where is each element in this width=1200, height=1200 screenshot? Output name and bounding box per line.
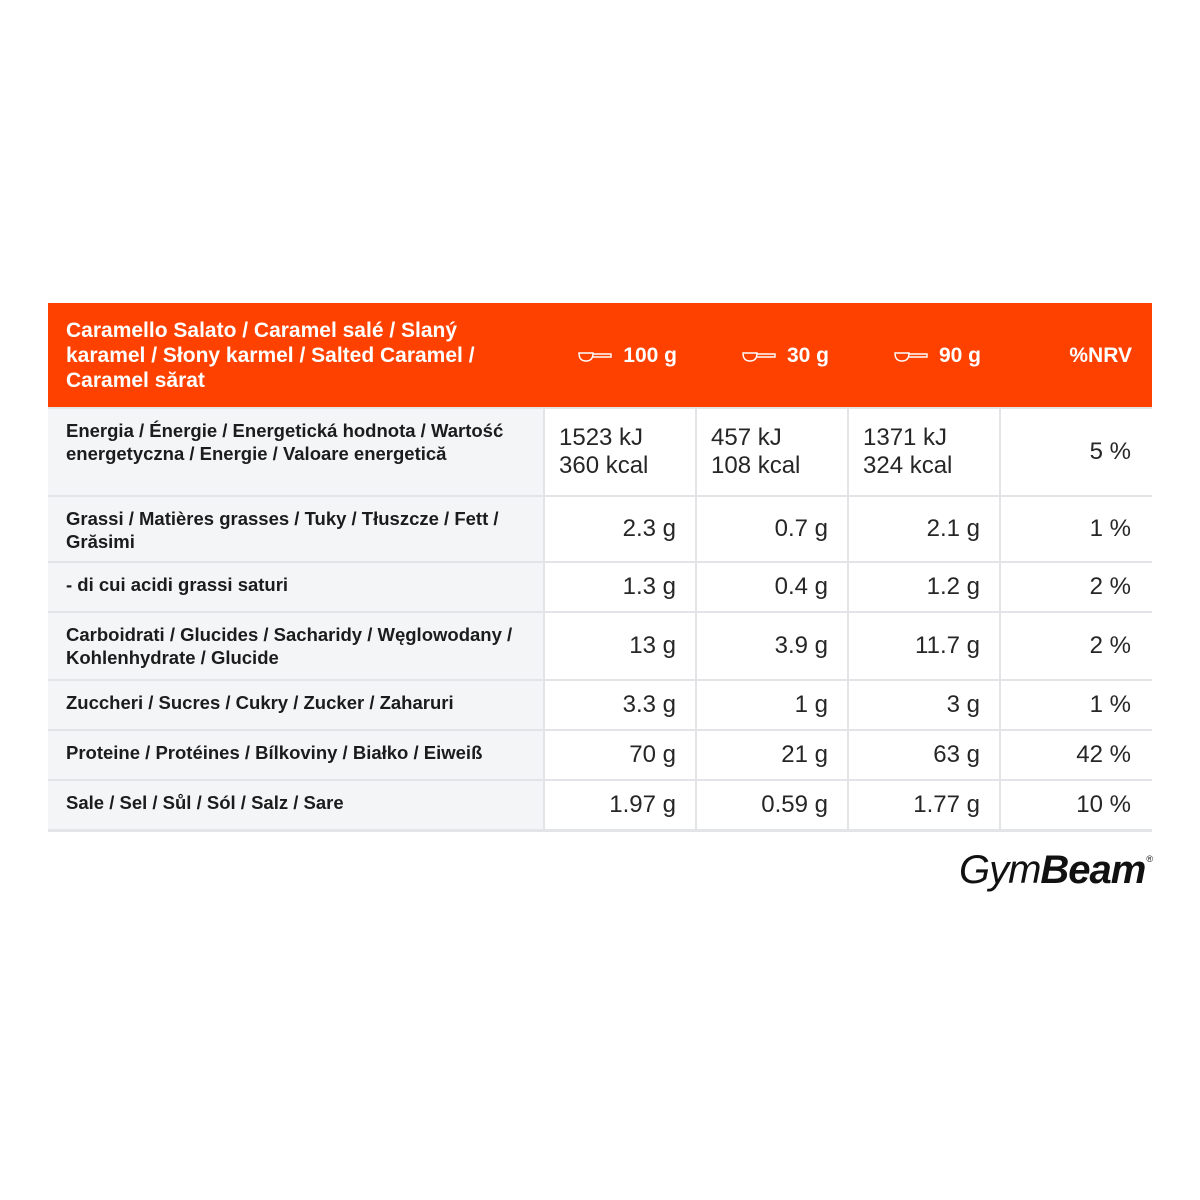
table-row: Zuccheri / Sucres / Cukry / Zucker / Zah… (48, 679, 1152, 729)
row-label: Grassi / Matières grasses / Tuky / Tłusz… (48, 497, 543, 561)
value-cell: 2.1 g (847, 497, 999, 561)
value-cell: 70 g (543, 731, 695, 779)
row-label: - di cui acidi grassi saturi (48, 563, 543, 611)
table-row: - di cui acidi grassi saturi 1.3 g 0.4 g… (48, 561, 1152, 611)
value-cell: 3.3 g (543, 681, 695, 729)
column-nrv: %NRV (1069, 344, 1132, 367)
value-cell: 1.97 g (543, 781, 695, 829)
value-cell: 0.59 g (695, 781, 847, 829)
value-cell: 11.7 g (847, 613, 999, 679)
value-cell: 0.7 g (695, 497, 847, 561)
value-cell: 1.77 g (847, 781, 999, 829)
nrv-cell: 5 % (999, 409, 1152, 495)
column-90g: 90 g (847, 303, 999, 407)
row-label: Carboidrati / Glucides / Sacharidy / Węg… (48, 613, 543, 679)
nrv-cell: 1 % (999, 681, 1152, 729)
table-row: Grassi / Matières grasses / Tuky / Tłusz… (48, 495, 1152, 561)
table-row: Carboidrati / Glucides / Sacharidy / Węg… (48, 611, 1152, 679)
column-30g: 30 g (695, 303, 847, 407)
scoop-icon (742, 352, 776, 362)
product-name: Caramello Salato / Caramel salé / Slaný … (66, 319, 475, 392)
value-cell: 0.4 g (695, 563, 847, 611)
nrv-cell: 2 % (999, 563, 1152, 611)
column-100g: 100 g (543, 303, 695, 407)
value-cell: 457 kJ 108 kcal (695, 409, 847, 495)
table-row-energy: Energia / Énergie / Energetická hodnota … (48, 407, 1152, 495)
value-cell: 3 g (847, 681, 999, 729)
table-header: Caramello Salato / Caramel salé / Slaný … (48, 303, 1152, 407)
value-cell: 3.9 g (695, 613, 847, 679)
nrv-cell: 2 % (999, 613, 1152, 679)
scoop-icon (578, 352, 612, 362)
nrv-cell: 42 % (999, 731, 1152, 779)
row-label: Proteine / Protéines / Bílkoviny / Białk… (48, 731, 543, 779)
value-cell: 1.2 g (847, 563, 999, 611)
row-label: Energia / Énergie / Energetická hodnota … (48, 409, 543, 495)
value-cell: 1.3 g (543, 563, 695, 611)
value-cell: 1371 kJ 324 kcal (847, 409, 999, 495)
value-cell: 13 g (543, 613, 695, 679)
value-cell: 1523 kJ 360 kcal (543, 409, 695, 495)
nrv-cell: 1 % (999, 497, 1152, 561)
nrv-cell: 10 % (999, 781, 1152, 829)
value-cell: 63 g (847, 731, 999, 779)
row-label: Sale / Sel / Sůl / Sól / Salz / Sare (48, 781, 543, 829)
table-row: Proteine / Protéines / Bílkoviny / Białk… (48, 729, 1152, 779)
brand-logo: GymBeam® (958, 848, 1153, 892)
table-row: Sale / Sel / Sůl / Sól / Salz / Sare 1.9… (48, 779, 1152, 829)
scoop-icon (894, 352, 928, 362)
value-cell: 2.3 g (543, 497, 695, 561)
value-cell: 1 g (695, 681, 847, 729)
value-cell: 21 g (695, 731, 847, 779)
nutrition-table: Caramello Salato / Caramel salé / Slaný … (48, 303, 1152, 832)
row-label: Zuccheri / Sucres / Cukry / Zucker / Zah… (48, 681, 543, 729)
